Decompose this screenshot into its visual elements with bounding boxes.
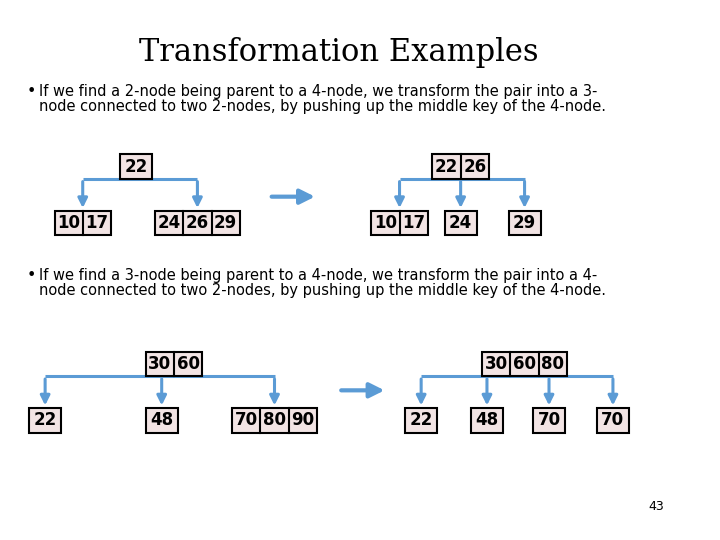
Text: 60: 60 [513, 355, 536, 373]
FancyBboxPatch shape [482, 352, 567, 376]
Text: 48: 48 [150, 411, 174, 429]
FancyBboxPatch shape [405, 408, 437, 433]
FancyBboxPatch shape [445, 211, 477, 235]
Text: 80: 80 [263, 411, 286, 429]
Text: 30: 30 [485, 355, 508, 373]
Text: 22: 22 [435, 158, 458, 176]
Text: node connected to two 2-nodes, by pushing up the middle key of the 4-node.: node connected to two 2-nodes, by pushin… [40, 99, 606, 114]
FancyBboxPatch shape [533, 408, 565, 433]
Text: 70: 70 [537, 411, 561, 429]
Text: 24: 24 [449, 214, 472, 232]
Text: 90: 90 [291, 411, 314, 429]
FancyBboxPatch shape [597, 408, 629, 433]
Text: 10: 10 [57, 214, 80, 232]
FancyBboxPatch shape [508, 211, 541, 235]
FancyBboxPatch shape [372, 211, 428, 235]
FancyBboxPatch shape [155, 211, 240, 235]
FancyBboxPatch shape [471, 408, 503, 433]
Text: If we find a 3-node being parent to a 4-node, we transform the pair into a 4-: If we find a 3-node being parent to a 4-… [40, 268, 598, 283]
Text: 60: 60 [176, 355, 199, 373]
FancyBboxPatch shape [120, 154, 153, 179]
Text: •: • [27, 268, 36, 283]
Text: 22: 22 [125, 158, 148, 176]
Text: 29: 29 [513, 214, 536, 232]
Text: 17: 17 [402, 214, 426, 232]
Text: 70: 70 [235, 411, 258, 429]
Text: •: • [27, 84, 36, 99]
Text: 80: 80 [541, 355, 564, 373]
FancyBboxPatch shape [55, 211, 111, 235]
Text: node connected to two 2-nodes, by pushing up the middle key of the 4-node.: node connected to two 2-nodes, by pushin… [40, 283, 606, 298]
Text: 70: 70 [601, 411, 624, 429]
Text: 22: 22 [410, 411, 433, 429]
FancyBboxPatch shape [145, 408, 178, 433]
Text: 43: 43 [648, 500, 664, 512]
Text: 29: 29 [214, 214, 238, 232]
Text: Transformation Examples: Transformation Examples [139, 37, 539, 68]
Text: 26: 26 [463, 158, 486, 176]
Text: If we find a 2-node being parent to a 4-node, we transform the pair into a 3-: If we find a 2-node being parent to a 4-… [40, 84, 598, 99]
Text: 24: 24 [158, 214, 181, 232]
FancyBboxPatch shape [433, 154, 489, 179]
FancyBboxPatch shape [233, 408, 317, 433]
Text: 30: 30 [148, 355, 171, 373]
FancyBboxPatch shape [29, 408, 61, 433]
Text: 48: 48 [475, 411, 498, 429]
Text: 10: 10 [374, 214, 397, 232]
Text: 22: 22 [34, 411, 57, 429]
FancyBboxPatch shape [145, 352, 202, 376]
Text: 26: 26 [186, 214, 209, 232]
Text: 17: 17 [85, 214, 109, 232]
